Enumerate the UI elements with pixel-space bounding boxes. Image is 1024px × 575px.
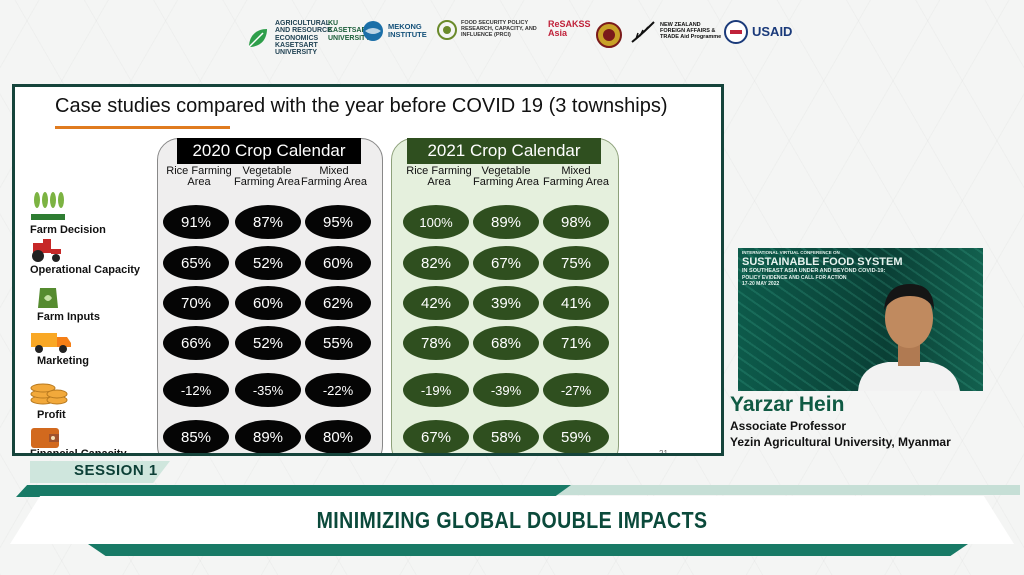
session-banner	[10, 496, 1014, 544]
value-pill: -22%	[305, 373, 371, 407]
value-pill: 71%	[543, 326, 609, 360]
value-pill: 66%	[163, 326, 229, 360]
column-header: Mixed Farming Area	[300, 165, 368, 188]
speaker-video: INTERNATIONAL VIRTUAL CONFERENCE ON SUST…	[738, 248, 983, 391]
logo-new-zealand: NEW ZEALAND FOREIGN AFFAIRS & TRADE Aid …	[630, 20, 722, 44]
calendar-2020-header: 2020 Crop Calendar	[177, 138, 361, 164]
value-pill: 52%	[235, 246, 301, 280]
row-label-marketing: Marketing	[37, 355, 89, 367]
leaf-logo-icon	[248, 29, 267, 48]
conference-title: SUSTAINABLE FOOD SYSTEM	[742, 256, 903, 268]
value-pill: 82%	[403, 246, 469, 280]
logo-text: MEKONG INSTITUTE	[388, 22, 427, 39]
value-pill: 55%	[305, 326, 371, 360]
logo-usaid: USAID	[724, 20, 792, 44]
logo-text: ReSAKSS Asia	[548, 19, 591, 39]
calendar-2021-header: 2021 Crop Calendar	[407, 138, 601, 164]
logo-text: NEW ZEALAND FOREIGN AFFAIRS & TRADE Aid …	[660, 22, 722, 40]
logo-prci: FOOD SECURITY POLICY RESEARCH, CAPACITY,…	[437, 20, 549, 40]
value-pill: 85%	[163, 420, 229, 453]
row-label-farm-inputs: Farm Inputs	[37, 311, 100, 323]
logo-text: USAID	[752, 24, 793, 40]
value-pill: 60%	[235, 286, 301, 320]
value-pill: 100%	[403, 205, 469, 239]
value-pill: 58%	[473, 420, 539, 453]
value-pill: 67%	[473, 246, 539, 280]
banner-stripe-light	[450, 485, 1020, 495]
globe-logo-icon	[363, 21, 383, 41]
session-title: MINIMIZING GLOBAL DOUBLE IMPACTS	[316, 507, 708, 533]
value-pill: -27%	[543, 373, 609, 407]
logo-seal	[596, 20, 622, 50]
wheat-field-icon	[31, 192, 65, 220]
banner-stripe-bottom	[88, 544, 968, 556]
value-pill: -12%	[163, 373, 229, 407]
value-pill: 75%	[543, 246, 609, 280]
presentation-slide: Case studies compared with the year befo…	[12, 84, 724, 456]
banner-stripe-top	[16, 485, 571, 497]
speaker-name: Yarzar Hein	[730, 393, 845, 416]
conference-tagline: POLICY EVIDENCE AND CALL FOR ACTION	[742, 275, 847, 281]
tractor-icon	[32, 239, 61, 262]
value-pill: 80%	[305, 420, 371, 453]
session-label: SESSION 1	[74, 462, 158, 479]
value-pill: 87%	[235, 205, 301, 239]
value-pill: 98%	[543, 205, 609, 239]
conference-subtitle: IN SOUTHEAST ASIA UNDER AND BEYOND COVID…	[742, 268, 886, 274]
value-pill: 39%	[473, 286, 539, 320]
value-pill: 95%	[305, 205, 371, 239]
column-header: Rice Farming Area	[166, 165, 232, 188]
slide-page-number: 21	[659, 449, 668, 456]
value-pill: 52%	[235, 326, 301, 360]
logo-text: AGRICULTURAL AND RESOURCE ECONOMICS KASE…	[275, 20, 332, 57]
seed-bag-icon	[38, 288, 58, 308]
value-pill: 62%	[305, 286, 371, 320]
value-pill: 68%	[473, 326, 539, 360]
usaid-seal-icon	[724, 20, 748, 44]
coins-icon	[30, 383, 68, 405]
value-pill: 67%	[403, 420, 469, 453]
logo-resakss-asia: ReSAKSS Asia	[548, 19, 591, 39]
value-pill: 89%	[235, 420, 301, 453]
seal-icon	[596, 22, 622, 48]
logo-mekong-institute: MEKONG INSTITUTE	[362, 20, 436, 42]
value-pill: 78%	[403, 326, 469, 360]
value-pill: 59%	[543, 420, 609, 453]
title-underline	[55, 126, 230, 129]
row-label-farm-decision: Farm Decision	[30, 224, 106, 236]
conference-dates: 17-20 MAY 2022	[742, 281, 780, 287]
logo-ku: KU KASETSART UNIVERSITY	[328, 20, 371, 42]
value-pill: 65%	[163, 246, 229, 280]
row-label-operational-capacity: Operational Capacity	[30, 264, 141, 276]
speaker-person-image	[858, 284, 960, 391]
conference-label: INTERNATIONAL VIRTUAL CONFERENCE ON	[742, 250, 840, 255]
wallet-icon	[31, 428, 59, 448]
speaker-role: Associate Professor	[730, 419, 847, 433]
column-header: Rice Farming Area	[406, 165, 472, 188]
logo-agricultural-resource-economics: AGRICULTURAL AND RESOURCE ECONOMICS KASE…	[245, 20, 345, 57]
logo-text: KU KASETSART UNIVERSITY	[328, 20, 371, 42]
session-tab	[30, 461, 170, 483]
value-pill: -39%	[473, 373, 539, 407]
circle-logo-icon	[437, 20, 457, 40]
truck-icon	[31, 333, 71, 353]
value-pill: -19%	[403, 373, 469, 407]
sponsor-logos: AGRICULTURAL AND RESOURCE ECONOMICS KASE…	[0, 14, 1024, 56]
value-pill: 89%	[473, 205, 539, 239]
column-header: Vegetable Farming Area	[233, 165, 301, 188]
row-label-profit: Profit	[37, 409, 66, 421]
row-label-financial-capacity: Financial Capacity	[30, 448, 127, 456]
slide-title: Case studies compared with the year befo…	[55, 95, 668, 117]
value-pill: 42%	[403, 286, 469, 320]
value-pill: 60%	[305, 246, 371, 280]
value-pill: 70%	[163, 286, 229, 320]
column-header: Mixed Farming Area	[542, 165, 610, 188]
logo-text: FOOD SECURITY POLICY RESEARCH, CAPACITY,…	[461, 20, 537, 38]
value-pill: -35%	[235, 373, 301, 407]
value-pill: 41%	[543, 286, 609, 320]
value-pill: 91%	[163, 205, 229, 239]
column-header: Vegetable Farming Area	[472, 165, 540, 188]
fern-icon	[631, 21, 655, 43]
speaker-affiliation: Yezin Agricultural University, Myanmar	[730, 435, 951, 449]
